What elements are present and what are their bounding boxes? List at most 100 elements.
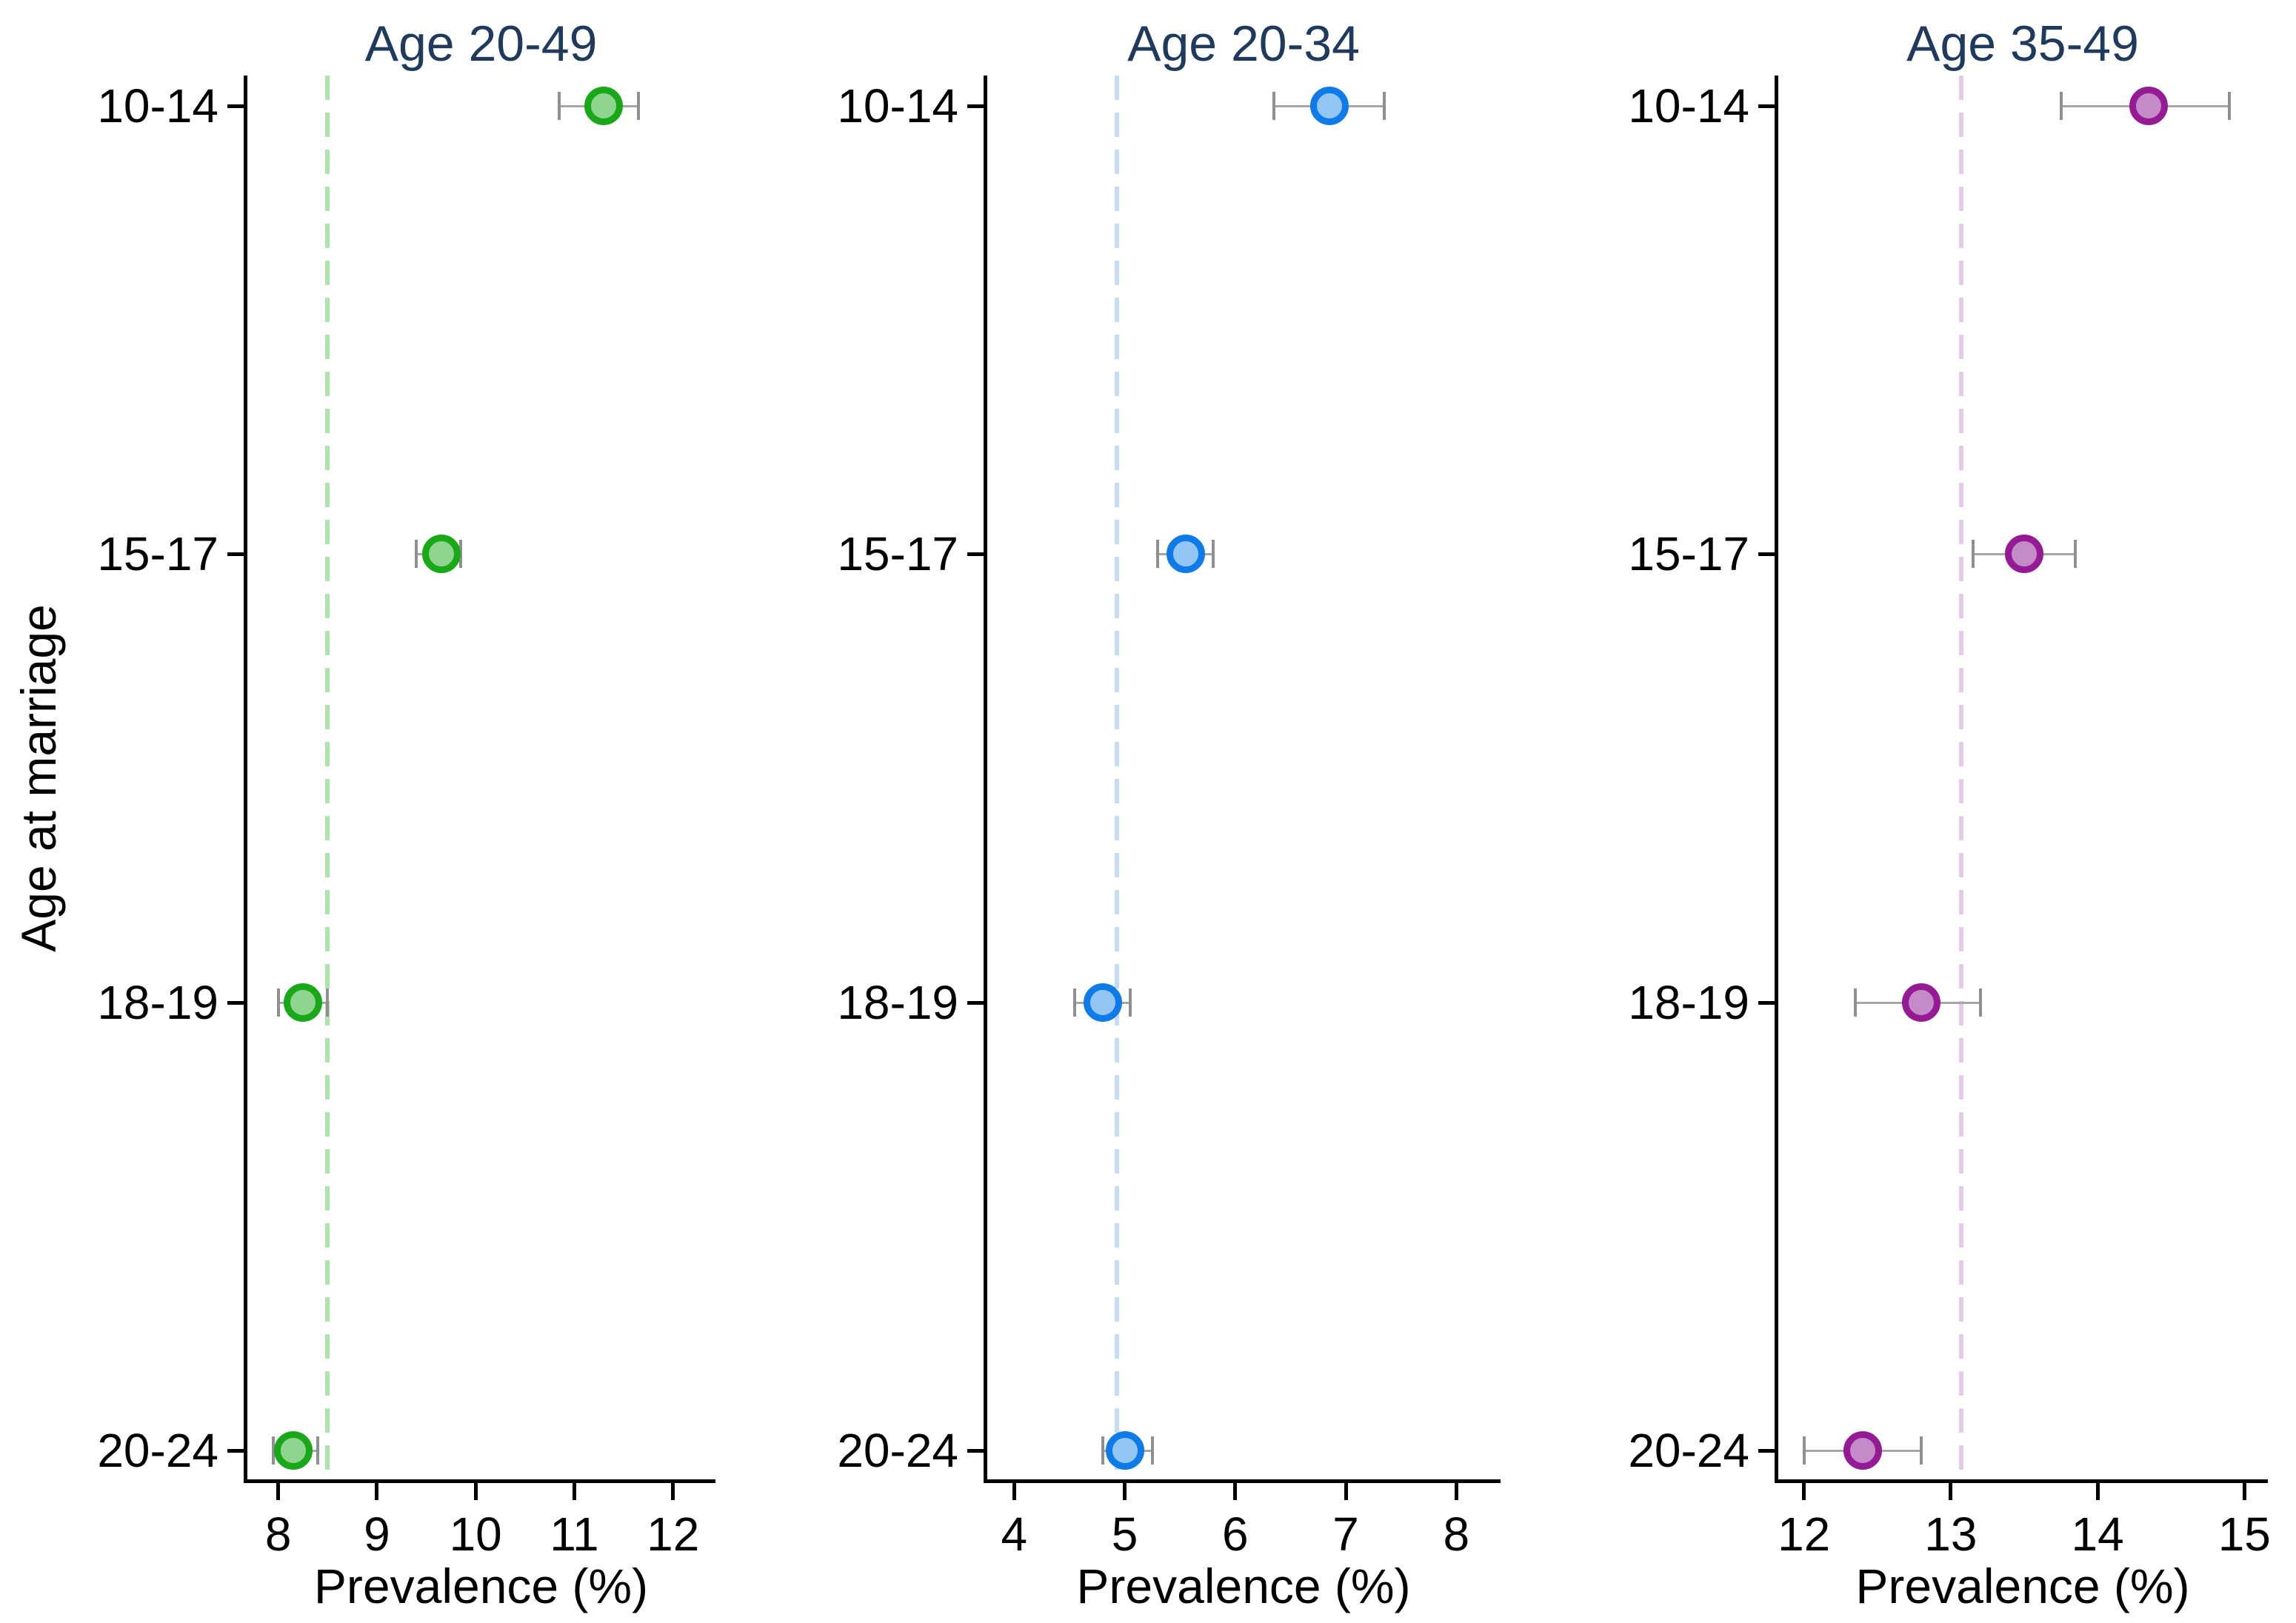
error-bar-cap <box>1971 540 1975 568</box>
x-axis-line <box>984 1479 1501 1483</box>
y-axis-line <box>984 76 987 1483</box>
data-point-marker <box>2129 87 2169 125</box>
error-bar-cap <box>2059 92 2063 120</box>
x-tick <box>1233 1483 1238 1500</box>
error-bar-cap <box>1920 1436 1923 1465</box>
panel-title: Age 20-34 <box>1127 16 1360 72</box>
panel-title: Age 35-49 <box>1906 16 2139 72</box>
x-tick <box>1949 1483 1953 1500</box>
reference-line <box>1958 76 1963 1481</box>
x-tick-label: 6 <box>1222 1507 1249 1561</box>
y-tick-label: 10-14 <box>1628 79 1749 133</box>
reference-line <box>1115 76 1120 1481</box>
data-point-marker <box>273 1431 313 1470</box>
x-tick <box>473 1483 478 1500</box>
x-tick-label: 12 <box>647 1507 700 1561</box>
data-point-marker <box>1309 87 1349 125</box>
y-tick-label: 15-17 <box>1628 527 1749 580</box>
x-tick-label: 5 <box>1111 1507 1138 1561</box>
x-tick-label: 8 <box>1443 1507 1470 1561</box>
x-axis-label: Prevalence (%) <box>313 1559 649 1613</box>
y-tick <box>227 1449 244 1453</box>
error-bar-cap <box>1129 988 1132 1017</box>
data-point-marker <box>1083 983 1122 1022</box>
x-axis-line <box>1775 1479 2268 1483</box>
x-tick <box>572 1483 576 1500</box>
y-tick-label: 18-19 <box>1628 976 1749 1029</box>
y-tick-label: 18-19 <box>97 976 218 1029</box>
x-tick <box>1344 1483 1348 1500</box>
reference-line <box>325 76 330 1481</box>
error-bar-cap <box>1978 988 1982 1017</box>
y-tick-label: 20-24 <box>837 1424 958 1477</box>
y-axis-line <box>244 76 247 1483</box>
data-point-marker <box>584 87 624 125</box>
x-axis-label: Prevalence (%) <box>1855 1559 2190 1613</box>
y-tick-label: 18-19 <box>837 976 958 1029</box>
error-bar-cap <box>558 92 561 120</box>
error-bar-cap <box>1211 540 1215 568</box>
x-tick <box>1012 1483 1016 1500</box>
y-tick <box>227 1001 244 1005</box>
y-axis-line <box>1775 76 1778 1483</box>
x-axis-line <box>244 1479 715 1483</box>
data-point-marker <box>1902 983 1941 1022</box>
y-tick-label: 10-14 <box>837 79 958 133</box>
error-bar-cap <box>276 988 280 1017</box>
x-tick-label: 13 <box>1924 1507 1978 1561</box>
error-bar-cap <box>1101 1436 1104 1465</box>
x-tick-label: 12 <box>1778 1507 1831 1561</box>
error-bar-cap <box>637 92 641 120</box>
x-tick-label: 11 <box>550 1507 599 1561</box>
x-tick <box>1454 1483 1458 1500</box>
y-tick <box>1758 1001 1775 1005</box>
x-tick <box>2095 1483 2100 1500</box>
x-tick-label: 15 <box>2217 1507 2271 1561</box>
error-bar-cap <box>1272 92 1276 120</box>
x-tick-label: 4 <box>1001 1507 1028 1561</box>
data-point-marker <box>1105 1431 1144 1470</box>
data-point-marker <box>2004 535 2043 573</box>
x-tick-label: 8 <box>264 1507 292 1561</box>
x-tick-label: 7 <box>1332 1507 1359 1561</box>
data-point-marker <box>283 983 322 1022</box>
y-tick-label: 20-24 <box>97 1424 218 1477</box>
error-bar-cap <box>1156 540 1160 568</box>
y-tick-label: 10-14 <box>97 79 218 133</box>
error-bar-cap <box>1150 1436 1154 1465</box>
error-bar-cap <box>2228 92 2232 120</box>
y-tick <box>967 104 984 108</box>
y-tick <box>227 552 244 556</box>
y-tick <box>1758 1449 1775 1453</box>
x-tick-label: 9 <box>364 1507 390 1561</box>
panel-title: Age 20-49 <box>364 16 598 72</box>
x-tick-label: 10 <box>449 1507 502 1561</box>
data-point-marker <box>1166 535 1205 573</box>
error-bar-cap <box>1854 988 1858 1017</box>
error-bar-cap <box>326 988 330 1017</box>
y-tick <box>967 1001 984 1005</box>
error-bar-cap <box>459 540 463 568</box>
x-tick <box>1123 1483 1127 1500</box>
x-tick <box>2242 1483 2246 1500</box>
error-bar-cap <box>1073 988 1077 1017</box>
error-bar-cap <box>1383 92 1386 120</box>
x-tick <box>671 1483 675 1500</box>
x-tick <box>1802 1483 1806 1500</box>
error-bar-cap <box>271 1436 275 1465</box>
y-tick <box>967 1449 984 1453</box>
y-tick <box>1758 104 1775 108</box>
x-tick-label: 14 <box>2071 1507 2124 1561</box>
y-tick-label: 15-17 <box>97 527 218 580</box>
error-bar-cap <box>316 1436 319 1465</box>
data-point-marker <box>1843 1431 1882 1470</box>
y-tick-label: 20-24 <box>1628 1424 1749 1477</box>
y-tick <box>1758 552 1775 556</box>
y-tick-label: 15-17 <box>837 527 958 580</box>
y-tick <box>967 552 984 556</box>
error-bar-cap <box>1802 1436 1806 1465</box>
x-tick <box>375 1483 379 1500</box>
x-tick <box>276 1483 281 1500</box>
data-point-marker <box>421 535 461 573</box>
